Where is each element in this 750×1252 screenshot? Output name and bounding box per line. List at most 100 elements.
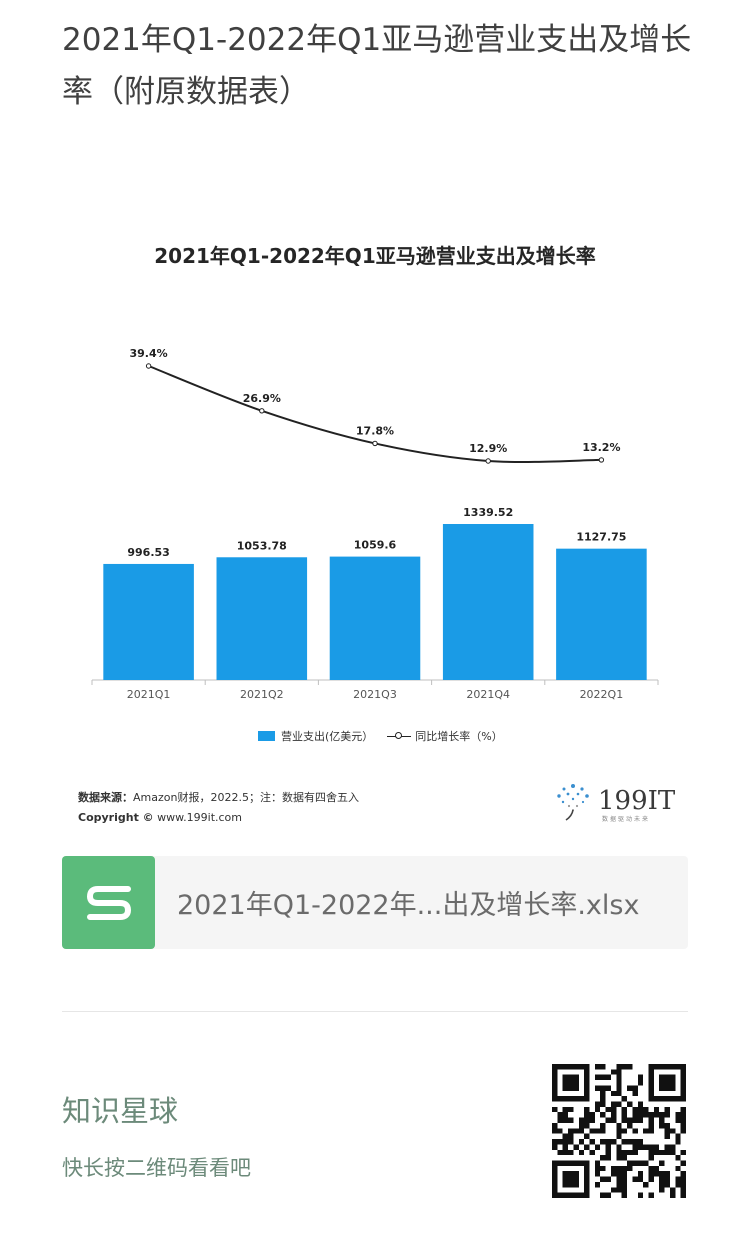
bar-value-label: 1339.52	[463, 506, 513, 519]
qr-module	[578, 1117, 585, 1123]
dandelion-logo-icon	[557, 784, 589, 821]
qr-module	[573, 1144, 579, 1150]
qr-module	[568, 1106, 574, 1113]
qr-module	[653, 1144, 660, 1150]
qr-module	[680, 1112, 686, 1118]
qr-module	[594, 1144, 601, 1150]
qr-module	[594, 1064, 601, 1070]
qr-module	[648, 1165, 654, 1172]
qr-module	[589, 1128, 595, 1134]
qr-module	[648, 1117, 654, 1123]
qr-module	[627, 1117, 633, 1123]
bar-value-label: 1059.6	[354, 539, 397, 552]
qr-module	[669, 1187, 676, 1193]
qr-module	[621, 1171, 628, 1177]
qr-module	[584, 1165, 590, 1172]
qr-code-icon[interactable]	[552, 1064, 686, 1198]
qr-module	[605, 1106, 611, 1113]
qr-module	[584, 1074, 590, 1081]
qr-module	[557, 1064, 563, 1070]
qr-module	[552, 1128, 558, 1134]
qr-module	[584, 1181, 590, 1188]
qr-module	[605, 1155, 611, 1161]
qr-module	[573, 1171, 579, 1177]
qr-module	[584, 1096, 590, 1102]
source-label: 数据来源：	[78, 791, 133, 804]
qr-module	[616, 1101, 622, 1107]
qr-module	[659, 1171, 665, 1177]
qr-module	[675, 1176, 681, 1182]
qr-module	[627, 1160, 633, 1166]
bar	[103, 563, 194, 680]
qr-module	[637, 1171, 644, 1177]
qr-module	[594, 1181, 601, 1188]
line-point	[259, 408, 265, 414]
brand-logo: 199IT 数据驱动未来	[552, 780, 676, 823]
qr-module	[605, 1117, 611, 1123]
qr-module	[632, 1112, 638, 1118]
qr-module	[616, 1176, 622, 1182]
qr-module	[557, 1128, 563, 1134]
qr-module	[557, 1112, 563, 1118]
qr-module	[648, 1112, 654, 1118]
qr-module	[552, 1165, 558, 1172]
legend-bar-swatch	[258, 731, 275, 741]
chart-source: 数据来源：Amazon财报，2022.5；注：数据有四舍五入 Copyright…	[78, 788, 359, 828]
qr-module	[637, 1117, 644, 1123]
qr-module	[637, 1101, 644, 1107]
qr-module	[675, 1181, 681, 1188]
qr-module	[600, 1085, 606, 1091]
qr-module	[627, 1101, 633, 1107]
qr-module	[573, 1080, 579, 1086]
qr-module	[627, 1064, 633, 1070]
qr-module	[568, 1117, 574, 1123]
qr-module	[552, 1090, 558, 1097]
line-point	[598, 457, 605, 463]
qr-module	[648, 1155, 654, 1161]
qr-module	[680, 1160, 686, 1166]
qr-module	[621, 1155, 628, 1161]
qr-module	[616, 1128, 622, 1134]
line-value-label: 12.9%	[469, 442, 507, 455]
qr-module	[669, 1192, 676, 1198]
qr-module	[605, 1149, 611, 1156]
qr-module	[653, 1112, 660, 1118]
chart-image: 2021年Q1-2022年Q1亚马逊营业支出及增长率 996.53 2021Q1 1…	[62, 222, 688, 832]
qr-module	[568, 1128, 574, 1134]
qr-module	[562, 1064, 569, 1070]
qr-module	[669, 1096, 676, 1102]
qr-module	[675, 1155, 681, 1161]
qr-module	[632, 1090, 638, 1097]
qr-module	[578, 1122, 585, 1129]
file-attachment[interactable]: 2021年Q1-2022年...出及增长率.xlsx	[62, 856, 688, 949]
qr-module	[573, 1160, 579, 1166]
qr-module	[578, 1128, 585, 1134]
qr-module	[552, 1080, 558, 1086]
bar-value-label: 1127.75	[576, 531, 626, 544]
qr-module	[653, 1106, 660, 1113]
bar	[329, 556, 421, 680]
bar-value-label: 996.53	[127, 546, 169, 559]
qr-module	[562, 1096, 569, 1102]
qr-module	[680, 1122, 686, 1129]
qr-module	[669, 1080, 676, 1086]
qr-module	[621, 1181, 628, 1188]
qr-module	[584, 1069, 590, 1075]
qr-module	[557, 1192, 563, 1198]
qr-module	[589, 1112, 595, 1118]
qr-module	[584, 1106, 590, 1113]
qr-module	[616, 1122, 622, 1129]
qr-module	[568, 1171, 574, 1177]
qr-module	[562, 1171, 569, 1177]
qr-module	[632, 1085, 638, 1091]
qr-module	[573, 1096, 579, 1102]
qr-module	[659, 1181, 665, 1188]
qr-module	[675, 1139, 681, 1145]
qr-module	[675, 1112, 681, 1118]
qr-module	[621, 1149, 628, 1156]
qr-module	[605, 1176, 611, 1182]
qr-module	[659, 1112, 665, 1118]
qr-module	[605, 1192, 611, 1198]
qr-module	[648, 1085, 654, 1091]
brand-name: 199IT	[598, 786, 676, 816]
